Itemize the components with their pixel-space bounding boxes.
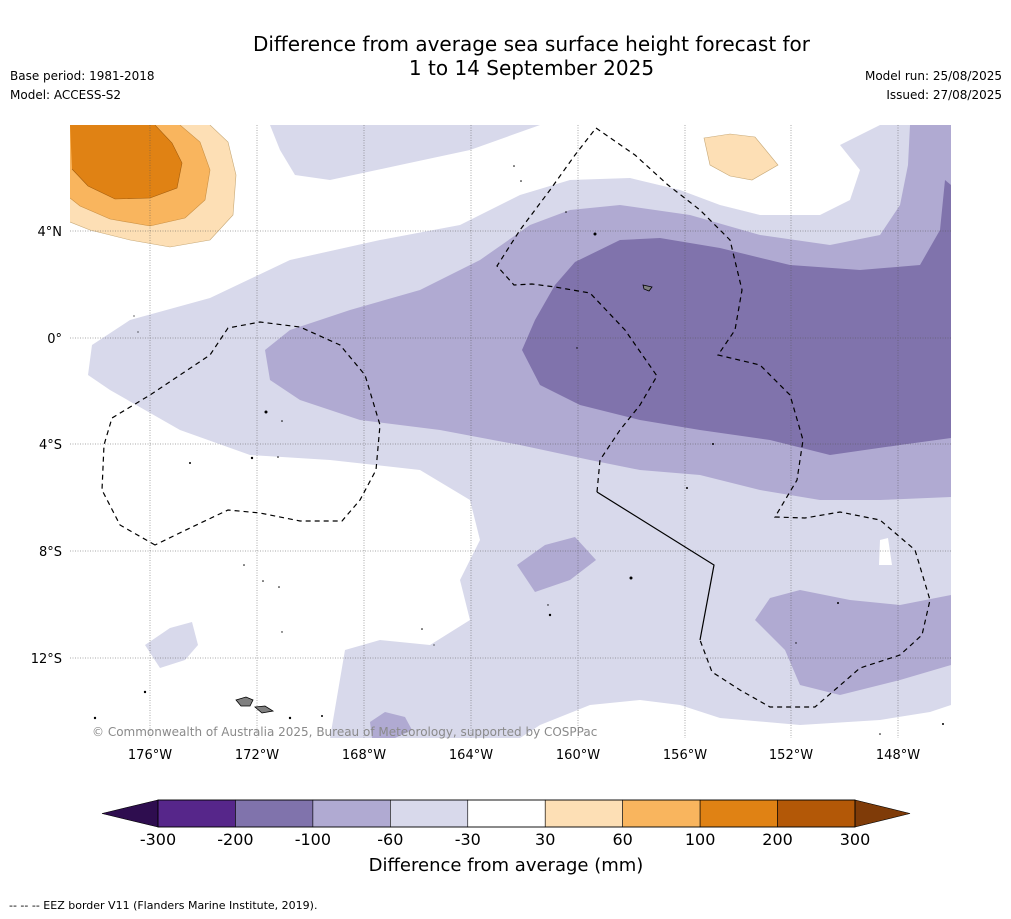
run-info: Model run: 25/08/2025 Issued: 27/08/2025 (865, 67, 1002, 105)
longitude-labels: 176°W 172°W 168°W 164°W 160°W 156°W 152°… (128, 748, 920, 763)
atolls (93, 165, 944, 735)
contour-edge (703, 133, 779, 181)
colorbar-tick-label: 30 (535, 830, 555, 849)
lon-label: 152°W (769, 748, 813, 763)
model-name: Model: ACCESS-S2 (10, 88, 122, 102)
colorbar-tick-label: -60 (377, 830, 403, 849)
lat-label: 0° (47, 332, 62, 347)
contour-light-lavender-sw (145, 622, 198, 668)
latitude-labels: 4°N 0° 4°S 8°S 12°S (31, 225, 62, 667)
contour-edge (71, 125, 183, 200)
model-info: Base period: 1981-2018 Model: ACCESS-S2 (10, 67, 155, 105)
colorbar-tick-label: -300 (140, 830, 176, 849)
copyright-notice: © Commonwealth of Australia 2025, Bureau… (92, 725, 597, 739)
lon-label: 168°W (342, 748, 386, 763)
lon-label: 148°W (876, 748, 920, 763)
contour-dark-orange (70, 125, 182, 199)
colorbar-tick-labels: -300 -200 -100 -60 -30 30 60 100 200 300 (140, 830, 870, 849)
island-small (642, 284, 653, 292)
colorbar-segment (777, 799, 856, 828)
graticule (70, 125, 951, 738)
model-run-date: Model run: 25/08/2025 (864, 69, 1002, 83)
colorbar-frame (157, 799, 856, 828)
colorbar-segment (622, 799, 701, 828)
colorbar-tick-label: -200 (217, 830, 253, 849)
lon-label: 176°W (128, 748, 172, 763)
lon-label: 160°W (556, 748, 600, 763)
colorbar: -300 -200 -100 -60 -30 30 60 100 200 300 Differen… (101, 799, 911, 876)
island-savaii (235, 696, 254, 707)
colorbar-tick-label: -100 (295, 830, 331, 849)
contour-lavender-small (370, 712, 412, 738)
colorbar-segment (235, 799, 314, 828)
eez-border-solid (596, 491, 715, 641)
eez-borders (101, 127, 931, 708)
lat-label: 8°S (39, 545, 62, 560)
contour-edge (70, 125, 237, 248)
colorbar-tick-label: 60 (612, 830, 632, 849)
eez-border-kiribati (595, 127, 931, 708)
contour-pale-orange-ne (704, 134, 778, 180)
title-line-2: 1 to 14 September 2025 (408, 56, 655, 80)
contour-lavender-south (755, 590, 951, 695)
base-period: Base period: 1981-2018 (10, 69, 155, 83)
colorbar-segment (544, 799, 623, 828)
contour-lavender-patch (517, 537, 596, 592)
lat-label: 12°S (31, 652, 62, 667)
contour-white-island (879, 538, 892, 565)
colorbar-segment (157, 799, 236, 828)
colorbar-segment (312, 799, 391, 828)
colorbar-segment (699, 799, 778, 828)
lon-label: 164°W (449, 748, 493, 763)
colorbar-tick-label: 100 (685, 830, 716, 849)
lon-label: 172°W (235, 748, 279, 763)
title-line-1: Difference from average sea surface heig… (252, 32, 811, 56)
map-title: Difference from average sea surface heig… (0, 32, 1011, 80)
colorbar-tick-label: 300 (840, 830, 871, 849)
issued-date: Issued: 27/08/2025 (886, 88, 1002, 102)
islands (235, 284, 653, 714)
lon-label: 156°W (663, 748, 707, 763)
eez-legend-note: -- -- -- EEZ border V11 (Flanders Marine… (9, 899, 318, 912)
island-upolu (254, 705, 275, 714)
colorbar-arrow-low (101, 799, 159, 828)
contour-edge (70, 125, 211, 227)
colorbar-tick-label: -30 (455, 830, 481, 849)
map-field (70, 125, 951, 738)
contour-light-lavender-north (270, 125, 540, 180)
contour-purple (522, 180, 951, 455)
lat-label: 4°N (38, 225, 63, 240)
colorbar-title: Difference from average (mm) (369, 855, 644, 876)
eez-border-samoa (101, 321, 381, 546)
colorbar-segment (390, 799, 469, 828)
colorbar-tick-label: 200 (762, 830, 793, 849)
colorbar-segment (467, 799, 546, 828)
colorbar-arrow-high (854, 799, 911, 828)
lat-label: 4°S (39, 438, 62, 453)
colorbar-segments (157, 799, 856, 828)
